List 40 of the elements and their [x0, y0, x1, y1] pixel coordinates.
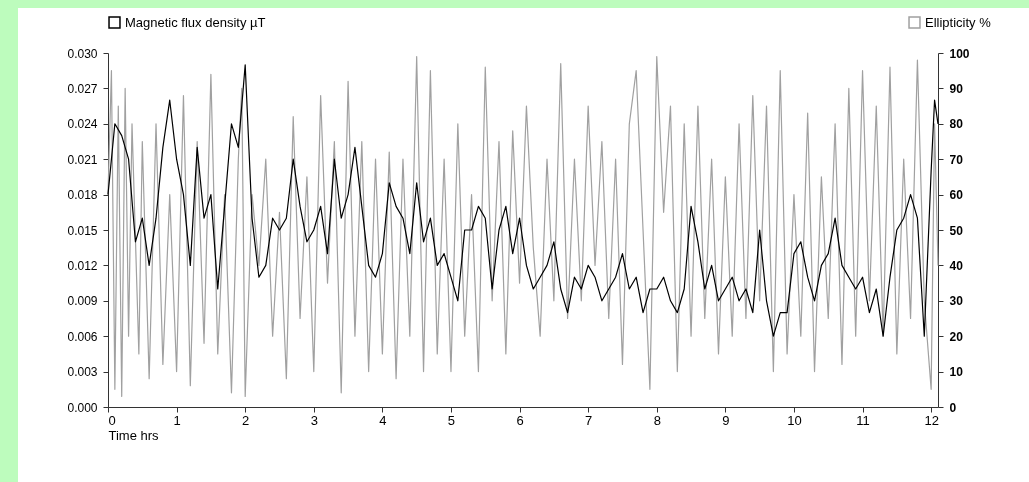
y2-tick-label: 50: [949, 223, 964, 238]
y2-tick-label: 100: [949, 46, 970, 61]
y-tick-label: 0.024: [67, 117, 98, 132]
y2-tick-label: 40: [949, 258, 964, 273]
y-tick-label: 0.021: [67, 152, 98, 167]
y-tick-label: 0.015: [67, 223, 98, 238]
line-series: [107, 64, 939, 337]
y-tick-label: 0.006: [67, 329, 98, 344]
legend-label: Ellipticity %: [925, 14, 992, 30]
x-tick-label: 8: [653, 412, 661, 428]
x-tick-label: 0: [108, 412, 116, 428]
y-tick-label: 0.030: [67, 46, 98, 61]
y2-tick-label: 10: [949, 365, 964, 380]
x-tick-label: 5: [447, 412, 456, 428]
y2-tick-label: 70: [949, 152, 964, 167]
y2-tick-label: 60: [949, 188, 964, 203]
x-tick-label: 2: [242, 412, 250, 428]
y-tick-label: 0.009: [67, 294, 98, 309]
x-tick-label: 4: [379, 412, 387, 428]
y-tick-label: 0.012: [67, 258, 98, 273]
y-tick-label: 0.003: [67, 365, 98, 380]
x-axis-title: Time hrs: [108, 427, 160, 443]
x-tick-label: 3: [310, 412, 318, 428]
x-tick-label: 6: [516, 412, 524, 428]
line-series: [107, 55, 939, 397]
legend-label: Magnetic flux density µT: [125, 14, 266, 30]
x-tick-label: 12: [924, 412, 939, 428]
y2-tick-label: 0: [949, 400, 957, 415]
x-tick-label: 7: [585, 412, 593, 428]
y-tick-label: 0.018: [67, 188, 98, 203]
y2-tick-label: 20: [949, 329, 964, 344]
y2-tick-label: 90: [949, 81, 964, 96]
x-tick-label: 9: [722, 412, 730, 428]
x-tick-label: 11: [856, 412, 870, 428]
y-tick-label: 0.027: [67, 81, 98, 96]
x-tick-label: 1: [173, 412, 181, 428]
y2-tick-label: 30: [949, 294, 964, 309]
y2-tick-label: 80: [949, 117, 964, 132]
x-tick-label: 10: [787, 412, 802, 428]
y-tick-label: 0.000: [67, 400, 98, 415]
